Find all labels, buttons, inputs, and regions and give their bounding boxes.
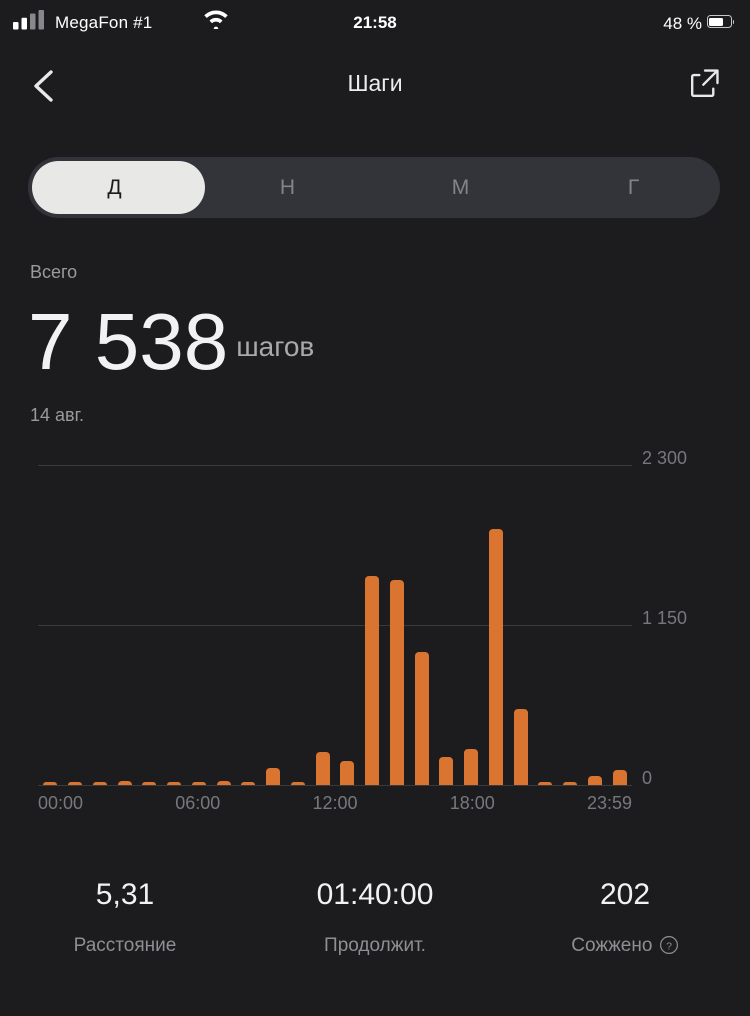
svg-text:?: ? [666,940,672,952]
